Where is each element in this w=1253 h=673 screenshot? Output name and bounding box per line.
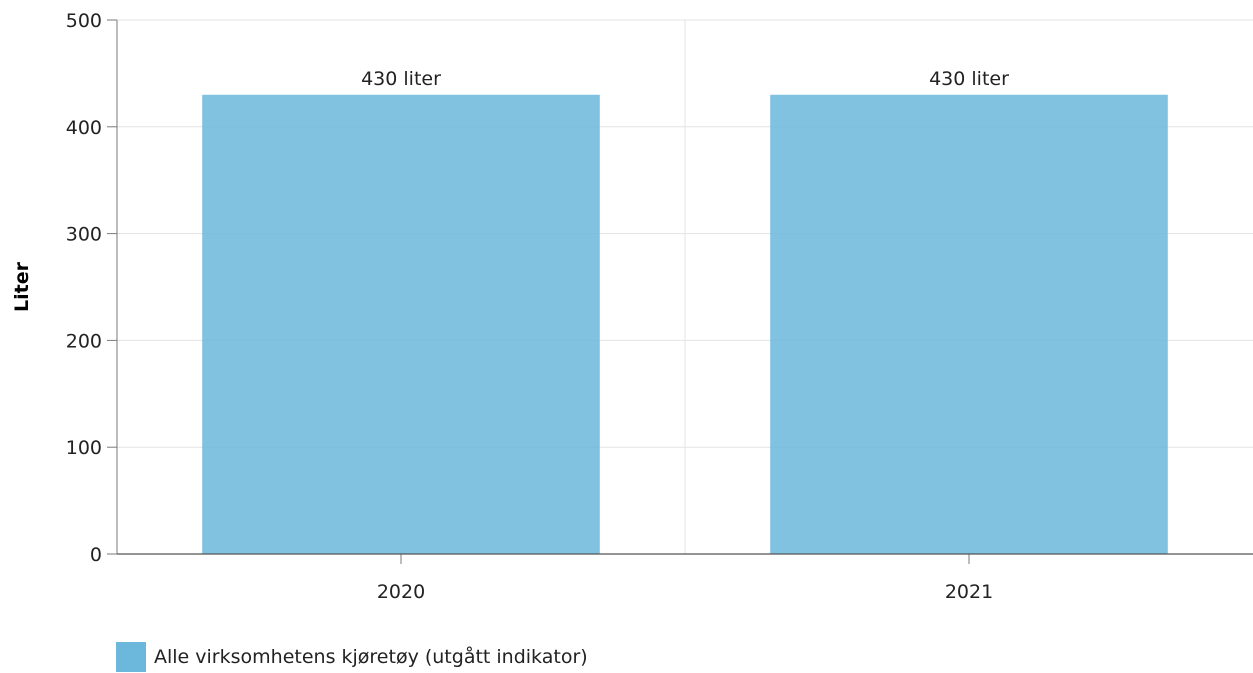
x-tick-label: 2021 xyxy=(945,581,993,603)
y-tick-label: 0 xyxy=(90,544,102,566)
y-tick-label: 400 xyxy=(66,117,102,139)
bars xyxy=(202,94,1168,554)
legend-swatch xyxy=(116,642,146,672)
x-tick-label: 2020 xyxy=(377,581,425,603)
labels: 0 100 200 300 400 500 430 liter 2020 430 liter 20… xyxy=(66,10,1009,603)
axes xyxy=(107,19,1253,564)
y-axis-title: Liter xyxy=(11,261,33,312)
y-tick-label: 500 xyxy=(66,10,102,32)
bar-chart: 0 100 200 300 400 500 430 liter 2020 430 liter 20… xyxy=(11,10,1253,603)
bar-data-label: 430 liter xyxy=(929,68,1009,90)
bar[interactable] xyxy=(202,94,600,554)
legend: Alle virksomhetens kjøretøy (utgått indi… xyxy=(116,641,588,673)
y-tick-label: 300 xyxy=(66,224,102,246)
legend-label: Alle virksomhetens kjøretøy (utgått indi… xyxy=(154,646,588,668)
y-tick-label: 200 xyxy=(66,330,102,352)
bar-data-label: 430 liter xyxy=(361,68,441,90)
bar[interactable] xyxy=(770,94,1168,554)
y-tick-label: 100 xyxy=(66,437,102,459)
